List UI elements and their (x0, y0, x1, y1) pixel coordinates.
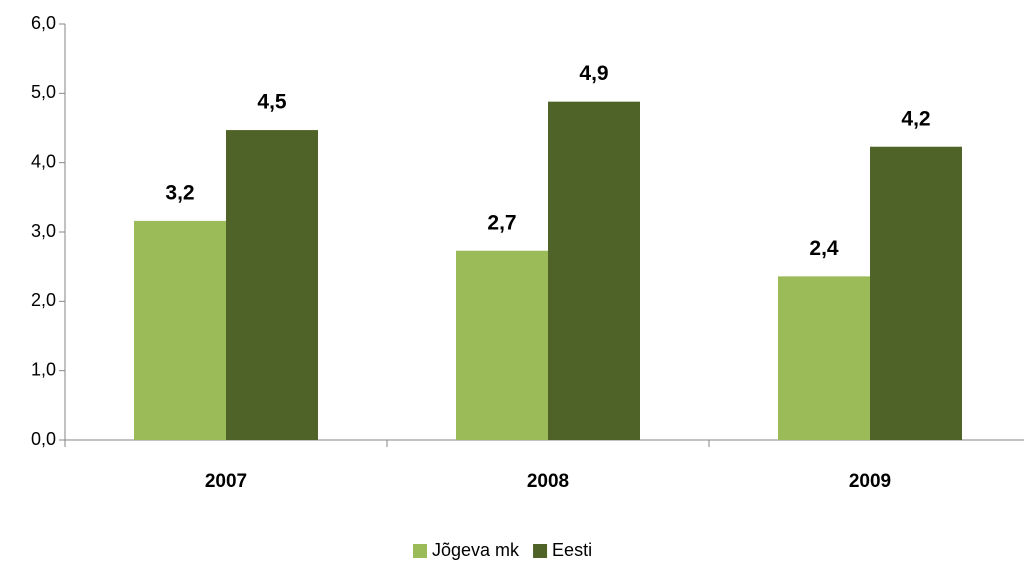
bar (134, 220, 226, 440)
legend-label: Eesti (552, 540, 592, 560)
data-label: 2,4 (809, 237, 839, 260)
data-label: 3,2 (165, 181, 194, 204)
data-label: 4,9 (579, 62, 608, 85)
x-tick-label: 2009 (849, 471, 891, 492)
data-label: 4,2 (901, 107, 930, 130)
bar (778, 276, 870, 440)
bar (870, 146, 962, 440)
legend: Jõgeva mk Eesti (413, 540, 592, 560)
data-label: 4,5 (257, 91, 287, 114)
y-tick-label: 1,0 (31, 359, 56, 379)
y-tick-label: 2,0 (31, 290, 56, 310)
y-tick-label: 3,0 (31, 221, 56, 241)
legend-label: Jõgeva mk (432, 540, 520, 560)
y-tick-label: 6,0 (31, 13, 56, 33)
x-tick-label: 2007 (205, 471, 247, 492)
bar (226, 130, 318, 440)
bar (548, 101, 640, 441)
data-label: 2,7 (487, 211, 516, 234)
bar (456, 250, 548, 440)
y-tick-label: 4,0 (31, 151, 56, 171)
legend-swatch (533, 544, 548, 558)
y-tick-label: 0,0 (31, 429, 56, 449)
x-tick-label: 2008 (527, 471, 569, 492)
legend-swatch (413, 544, 427, 558)
y-tick-label: 5,0 (31, 82, 56, 102)
